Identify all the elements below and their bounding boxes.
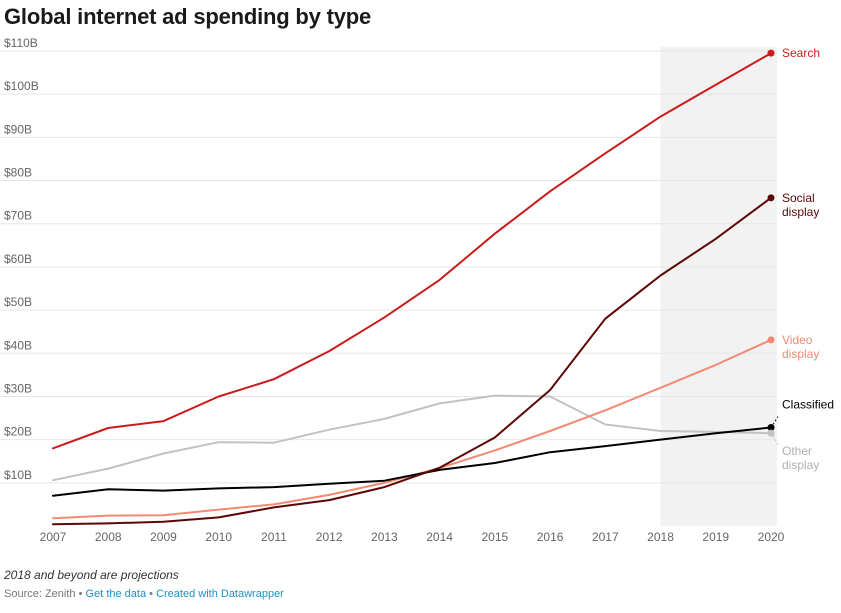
series-label: Other — [782, 444, 812, 458]
series-endpoint-other-display — [767, 429, 775, 437]
x-tick-label: 2014 — [426, 530, 453, 544]
series-line-search — [52, 52, 772, 450]
footer-separator: • — [78, 588, 83, 600]
y-tick-label: $80B — [4, 166, 32, 180]
y-tick-label: $30B — [4, 381, 32, 395]
source-text: Source: Zenith — [4, 588, 76, 600]
series-label: Video — [782, 333, 813, 347]
series-label: Search — [782, 46, 820, 60]
series-endpoint-classified — [767, 424, 775, 432]
series-label: display — [782, 458, 819, 472]
series-endpoint-search — [767, 49, 775, 57]
datawrapper-credit-link[interactable]: Created with Datawrapper — [156, 588, 284, 600]
x-tick-label: 2018 — [647, 530, 674, 544]
series-line-other-display — [52, 394, 772, 482]
chart-title: Global internet ad spending by type — [4, 4, 372, 29]
series-label: Classified — [782, 398, 834, 412]
x-tick-label: 2015 — [481, 530, 508, 544]
series-lines — [52, 52, 772, 526]
x-tick-label: 2010 — [205, 530, 232, 544]
series-line-classified — [52, 426, 772, 497]
x-tick-label: 2009 — [150, 530, 177, 544]
gridlines — [0, 50, 777, 484]
y-tick-label: $50B — [4, 295, 32, 309]
x-tick-label: 2007 — [40, 530, 67, 544]
get-data-link[interactable]: Get the data — [85, 588, 147, 600]
y-tick-label: $60B — [4, 252, 32, 266]
series-line-social-display — [52, 196, 772, 526]
series-endpoint-social-display — [767, 194, 775, 202]
series-endpoint-video-display — [767, 336, 775, 344]
y-tick-label: $110B — [4, 36, 38, 50]
x-tick-label: 2020 — [758, 530, 785, 544]
label-leader-line — [772, 416, 779, 425]
projection-note: 2018 and beyond are projections — [4, 568, 179, 582]
x-tick-label: 2012 — [316, 530, 343, 544]
x-tick-label: 2013 — [371, 530, 398, 544]
line-chart: $10B $20B $30B $40B $50B $60B $70B $80B $90B $100… — [0, 36, 834, 544]
y-tick-label: $70B — [4, 209, 32, 223]
y-tick-label: $40B — [4, 338, 32, 352]
x-tick-label: 2011 — [261, 530, 287, 544]
x-tick-label: 2019 — [702, 530, 729, 544]
footer: Source: Zenith • Get the data • Created … — [4, 588, 284, 600]
x-tick-label: 2017 — [592, 530, 619, 544]
x-axis: 2007 2008 2009 2010 2011 2012 2013 2014 2015 2016… — [40, 530, 785, 544]
y-axis: $10B $20B $30B $40B $50B $60B $70B $80B $90B $100… — [4, 36, 39, 482]
y-tick-label: $100B — [4, 79, 39, 93]
y-tick-label: $10B — [4, 468, 32, 482]
label-leader-line — [772, 435, 779, 446]
y-tick-label: $20B — [4, 425, 32, 439]
x-tick-label: 2008 — [95, 530, 122, 544]
series-label: display — [782, 205, 819, 219]
series-label: display — [782, 347, 819, 361]
projection-band — [660, 47, 777, 526]
series-label: Social — [782, 191, 815, 205]
series-labels: SearchSocialdisplayVideodisplayClassifie… — [767, 46, 834, 472]
y-tick-label: $90B — [4, 122, 32, 136]
footer-separator: • — [149, 588, 153, 600]
x-tick-label: 2016 — [537, 530, 564, 544]
